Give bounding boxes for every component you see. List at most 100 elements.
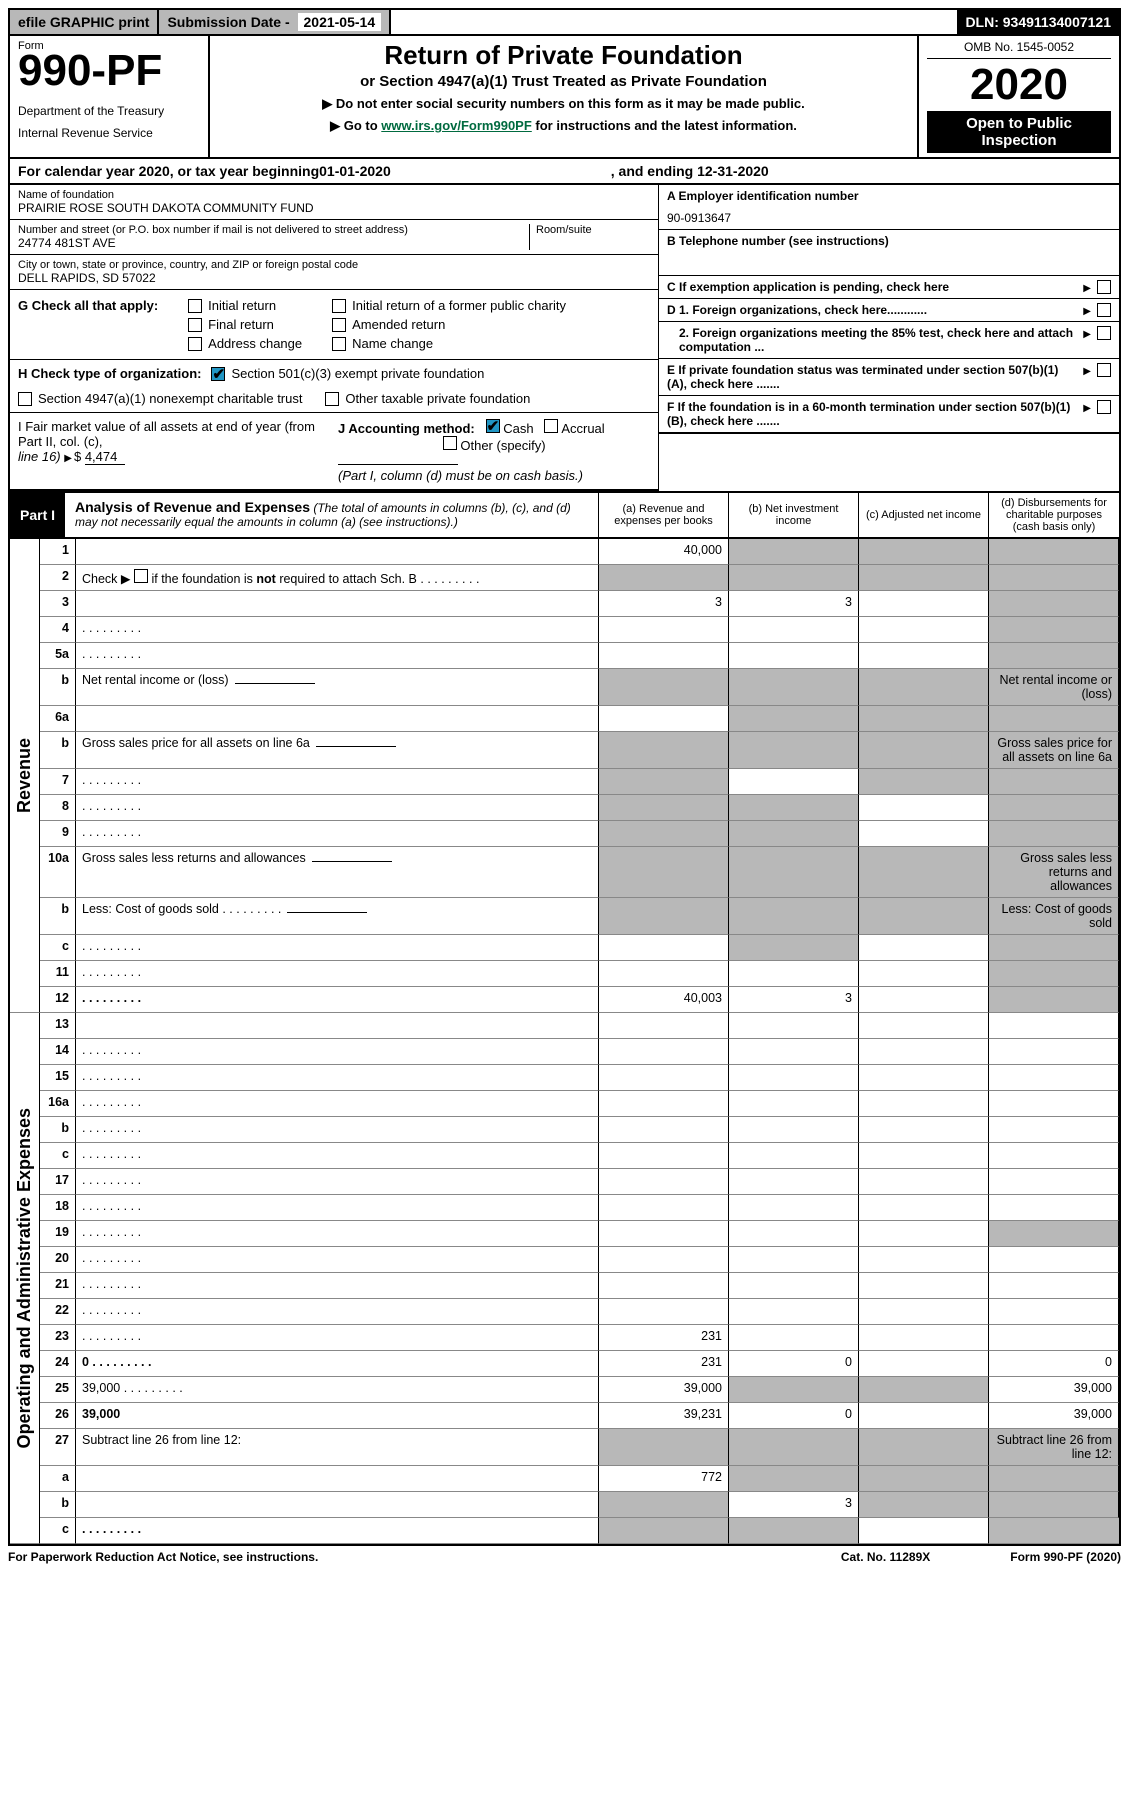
line-description: Subtract line 26 from line 12: <box>76 1429 599 1466</box>
line-description <box>76 591 599 617</box>
cell <box>729 1325 859 1351</box>
cell <box>729 1013 859 1039</box>
part1-title: Analysis of Revenue and Expenses <box>75 499 310 515</box>
line-description: . . . . . . . . . <box>76 1195 599 1221</box>
city-row: City or town, state or province, country… <box>10 255 658 290</box>
cell <box>729 539 859 565</box>
cell: Subtract line 26 from line 12: <box>989 1429 1119 1466</box>
cell <box>729 1518 859 1544</box>
line-number: 8 <box>40 795 76 821</box>
checkbox-d2[interactable] <box>1097 326 1111 340</box>
cell <box>989 1273 1119 1299</box>
j-label: J Accounting method: <box>338 421 475 436</box>
checkbox-name-change[interactable] <box>332 337 346 351</box>
cal-begin: 01-01-2020 <box>319 163 391 179</box>
cell <box>989 1247 1119 1273</box>
checkbox-address-change[interactable] <box>188 337 202 351</box>
cell <box>599 1117 729 1143</box>
i-label2: line 16) <box>18 449 61 464</box>
ij-section: I Fair market value of all assets at end… <box>10 413 658 491</box>
line-number: 24 <box>40 1351 76 1377</box>
cell: 40,000 <box>599 539 729 565</box>
checkbox-accrual[interactable] <box>544 419 558 433</box>
checkbox-501c3[interactable] <box>211 367 225 381</box>
checkbox-amended[interactable] <box>332 318 346 332</box>
room-label: Room/suite <box>536 224 650 236</box>
c-label: C If exemption application is pending, c… <box>667 280 949 294</box>
h-section: H Check type of organization: Section 50… <box>10 360 658 413</box>
calendar-year-row: For calendar year 2020, or tax year begi… <box>8 159 1121 185</box>
cell <box>859 1518 989 1544</box>
line-description <box>76 1492 599 1518</box>
checkbox-4947a1[interactable] <box>18 392 32 406</box>
d2-row: 2. Foreign organizations meeting the 85%… <box>659 322 1119 359</box>
checkbox-d1[interactable] <box>1097 303 1111 317</box>
cell <box>989 769 1119 795</box>
submission-date: 2021-05-14 <box>298 13 382 31</box>
instr2-link[interactable]: www.irs.gov/Form990PF <box>381 118 532 133</box>
cell <box>599 1221 729 1247</box>
g-label: G Check all that apply: <box>18 298 158 351</box>
line-description: . . . . . . . . . <box>76 821 599 847</box>
cell <box>599 1429 729 1466</box>
cell <box>729 1466 859 1492</box>
h-other-tax: Other taxable private foundation <box>345 391 530 406</box>
checkbox-c-pending[interactable] <box>1097 280 1111 294</box>
cell <box>729 1039 859 1065</box>
checkbox-other-method[interactable] <box>443 436 457 450</box>
line-description: . . . . . . . . . <box>76 1221 599 1247</box>
line-number: 19 <box>40 1221 76 1247</box>
line-description: . . . . . . . . . <box>76 769 599 795</box>
cell <box>729 706 859 732</box>
checkbox-initial-return[interactable] <box>188 299 202 313</box>
submission-label: Submission Date - <box>167 14 289 30</box>
line-number: 5a <box>40 643 76 669</box>
cell <box>859 1247 989 1273</box>
cell <box>599 617 729 643</box>
g-initial-former: Initial return of a former public charit… <box>352 298 566 313</box>
cell <box>729 617 859 643</box>
cell <box>989 961 1119 987</box>
checkbox-cash[interactable] <box>486 419 500 433</box>
cell <box>599 795 729 821</box>
checkbox-f[interactable] <box>1097 400 1111 414</box>
line-description: . . . . . . . . . <box>76 1299 599 1325</box>
cell: 39,000 <box>989 1377 1119 1403</box>
cell <box>599 961 729 987</box>
cell <box>599 847 729 898</box>
cell <box>859 898 989 935</box>
line-number: b <box>40 669 76 706</box>
cell: 0 <box>729 1403 859 1429</box>
cell <box>729 643 859 669</box>
name-label: Name of foundation <box>18 189 650 201</box>
footer-left: For Paperwork Reduction Act Notice, see … <box>8 1550 318 1564</box>
j-cash: Cash <box>503 421 533 436</box>
checkbox-sch-b[interactable] <box>134 569 148 583</box>
j-other: Other (specify) <box>460 438 545 453</box>
cell: 40,003 <box>599 987 729 1013</box>
cell <box>599 821 729 847</box>
cell <box>989 935 1119 961</box>
h-c3: Section 501(c)(3) exempt private foundat… <box>231 366 484 381</box>
open-public: Open to Public Inspection <box>927 111 1111 153</box>
dln: DLN: 93491134007121 <box>957 10 1119 34</box>
cell: 39,000 <box>599 1377 729 1403</box>
line-description: . . . . . . . . . <box>76 1143 599 1169</box>
part1-col-headers: (a) Revenue and expenses per books (b) N… <box>599 493 1119 537</box>
checkbox-other-taxable[interactable] <box>325 392 339 406</box>
part1-table: Revenue140,0002Check ▶ if the foundation… <box>8 539 1121 1546</box>
checkbox-final-return[interactable] <box>188 318 202 332</box>
cell <box>729 1117 859 1143</box>
line-description: . . . . . . . . . <box>76 1247 599 1273</box>
cell <box>859 1013 989 1039</box>
checkbox-e[interactable] <box>1097 363 1111 377</box>
line-number: 10a <box>40 847 76 898</box>
cell <box>599 1065 729 1091</box>
cell <box>989 1169 1119 1195</box>
cell <box>599 1169 729 1195</box>
checkbox-initial-former[interactable] <box>332 299 346 313</box>
cell <box>729 1247 859 1273</box>
cal-end-label: , and ending <box>611 163 697 179</box>
line-description: . . . . . . . . . <box>76 795 599 821</box>
cell <box>729 795 859 821</box>
